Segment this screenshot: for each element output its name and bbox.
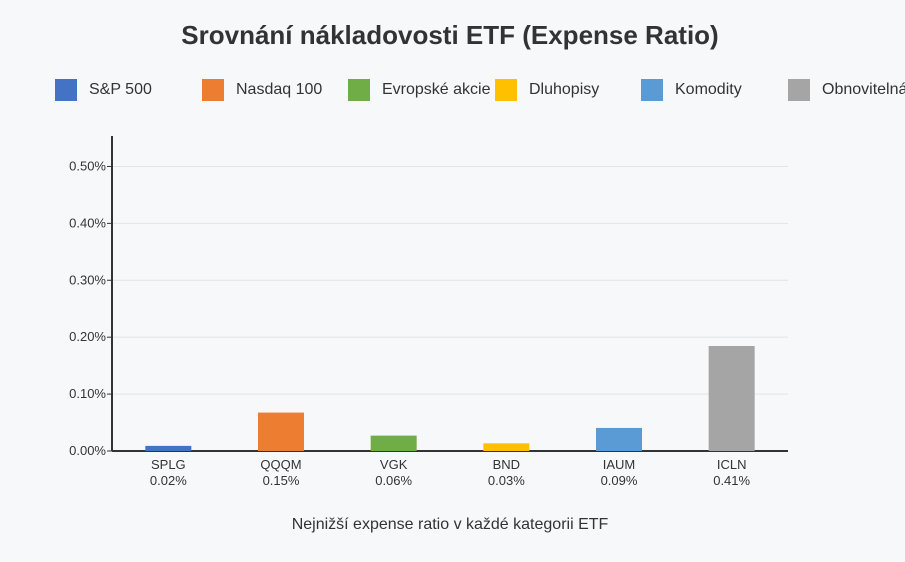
x-category-label: BND xyxy=(493,457,520,472)
chart-legend: S&P 500 Nasdaq 100 Evropské akcie Dluhopisy… xyxy=(0,78,905,104)
bar xyxy=(708,346,755,451)
x-value-label: 0.15% xyxy=(263,473,300,488)
y-tick-label: 0.40% xyxy=(69,215,106,230)
bar xyxy=(483,443,530,451)
y-tick-label: 0.10% xyxy=(69,386,106,401)
legend-label: Evropské akcie xyxy=(382,81,491,98)
legend-item: Komodity xyxy=(641,78,742,102)
bar xyxy=(370,435,417,451)
legend-item: Dluhopisy xyxy=(495,78,599,102)
x-value-label: 0.41% xyxy=(713,473,750,488)
bar xyxy=(145,445,192,451)
chart-title: Srovnání nákladovosti ETF (Expense Ratio… xyxy=(181,20,719,50)
legend-swatch xyxy=(495,79,517,101)
legend-swatch xyxy=(202,79,224,101)
x-value-label: 0.03% xyxy=(488,473,525,488)
x-value-label: 0.09% xyxy=(601,473,638,488)
x-category-label: ICLN xyxy=(717,457,747,472)
y-tick-label: 0.50% xyxy=(69,158,106,173)
legend-swatch xyxy=(55,79,77,101)
legend-label: Nasdaq 100 xyxy=(236,81,323,98)
x-category-label: IAUM xyxy=(603,457,636,472)
legend-label: S&P 500 xyxy=(89,81,152,98)
bar xyxy=(258,412,304,451)
chart-caption: Nejnižší expense ratio v každé kategorii… xyxy=(291,516,609,533)
y-tick-label: 0.30% xyxy=(69,272,106,287)
x-category-label: SPLG xyxy=(151,457,186,472)
legend-swatch xyxy=(788,79,810,101)
legend-label: Komodity xyxy=(675,81,742,98)
legend-item: S&P 500 xyxy=(55,78,152,102)
bar xyxy=(596,427,642,451)
legend-swatch xyxy=(348,79,370,101)
legend-item: Evropské akcie xyxy=(348,78,491,102)
x-category-label: VGK xyxy=(380,457,408,472)
x-value-label: 0.02% xyxy=(150,473,187,488)
legend-swatch xyxy=(641,79,663,101)
legend-item: Obnovitelná xyxy=(788,78,905,102)
legend-label: Obnovitelná xyxy=(822,81,905,98)
legend-item: Nasdaq 100 xyxy=(202,78,322,102)
x-value-label: 0.06% xyxy=(375,473,412,488)
legend-label: Dluhopisy xyxy=(529,81,600,98)
y-tick-label: 0.20% xyxy=(69,329,106,344)
y-tick-label: 0.00% xyxy=(69,443,106,458)
x-category-label: QQQM xyxy=(260,457,301,472)
